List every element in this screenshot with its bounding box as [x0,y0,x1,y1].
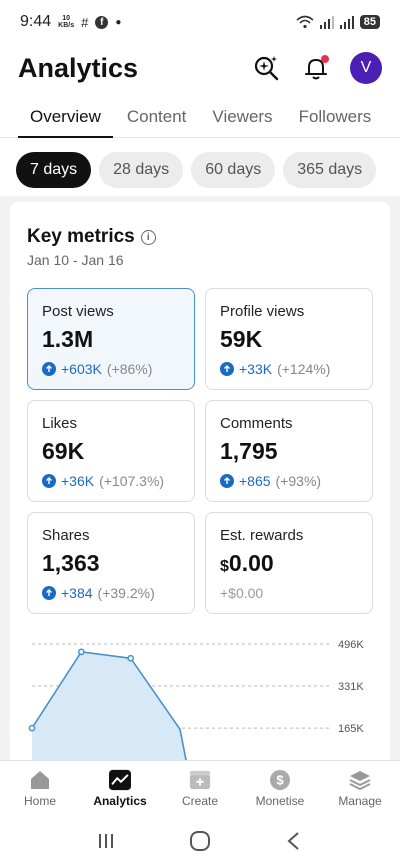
hash-icon: # [81,14,89,30]
metric-change-pct: (+39.2%) [97,585,155,601]
wifi-icon [296,15,314,29]
battery-indicator: 85 [359,15,380,29]
chip-60-days[interactable]: 60 days [191,152,276,188]
chart-point[interactable] [127,654,135,662]
chip-28-days[interactable]: 28 days [99,152,184,188]
notifications-button[interactable] [300,52,332,84]
metric-value: 1,795 [220,438,278,464]
metric-est-rewards[interactable]: Est. rewards $0.00 +$0.00 [205,512,373,614]
key-metrics-title: Key metrics [27,226,135,247]
chart-y-tick-label: 496K [338,639,364,651]
bottom-navigation: Home Analytics Create $ Monetise Manage [0,760,400,816]
metric-change: +$0.00 [220,585,264,601]
metric-likes[interactable]: Likes 69K +36K (+107.3%) [27,400,195,502]
app-header: Analytics V [0,44,400,92]
metric-label: Est. rewards [220,527,304,544]
analytics-icon [109,769,131,791]
chart-area [32,651,187,760]
search-insights-button[interactable] [250,52,282,84]
info-icon[interactable]: i [140,229,156,245]
nav-analytics[interactable]: Analytics [80,761,160,816]
arrow-up-icon [42,362,56,376]
home-icon [29,769,51,791]
recent-apps-icon[interactable] [96,831,116,851]
tab-overview[interactable]: Overview [18,96,113,138]
tab-followers[interactable]: Followers [298,106,372,126]
metric-value: 69K [42,438,85,464]
arrow-up-icon [42,474,56,488]
nav-manage[interactable]: Manage [320,761,400,816]
chart-y-tick-label: 331K [338,681,364,693]
tab-content[interactable]: Content [126,106,187,126]
metric-label: Profile views [220,303,305,320]
nav-label: Manage [338,794,382,808]
chart-point[interactable] [77,648,85,656]
analytics-tabs: Overview Content Viewers Followers [0,96,400,138]
status-time: 9:44 [20,13,52,30]
svg-text:$: $ [276,773,284,788]
metric-change-pct: (+124%) [277,361,331,377]
chip-365-days[interactable]: 365 days [283,152,377,188]
chip-7-days[interactable]: 7 days [16,152,92,188]
bell-icon [305,59,327,80]
back-icon[interactable] [284,831,304,851]
date-range-label: Jan 10 - Jan 16 [27,252,124,268]
nav-home[interactable]: Home [0,761,80,816]
layers-icon [349,769,371,791]
notification-dot [321,55,329,63]
metric-label: Likes [42,415,78,432]
metric-profile-views[interactable]: Profile views 59K +33K (+124%) [205,288,373,390]
create-icon [189,769,211,791]
dot-icon: ● [115,16,122,28]
metric-change: +36K [61,473,95,489]
search-sparkle-icon [254,56,279,81]
metric-change-pct: (+93%) [275,473,322,489]
dollar-icon: $ [269,769,291,791]
key-metrics-heading: Key metrics i [27,226,156,248]
avatar[interactable]: V [350,52,382,84]
tab-viewers[interactable]: Viewers [212,106,273,126]
nav-create[interactable]: Create [160,761,240,816]
metric-change: +384 [61,585,93,601]
nav-monetise[interactable]: $ Monetise [240,761,320,816]
metric-change-pct: (+107.3%) [99,473,165,489]
metric-label: Comments [220,415,293,432]
chart-y-tick-label: 165K [338,723,364,735]
nav-label: Home [23,794,56,808]
arrow-up-icon [220,474,234,488]
post-views-chart: 496K 331K 165K [28,639,364,760]
signal-icon-2 [339,15,354,29]
metric-value: 1.3M [42,326,94,352]
metric-value: 1,363 [42,550,100,576]
status-bar: 9:44 10 KB/s # f ● 85 [0,0,400,44]
net-speed: 10 KB/s [58,15,75,29]
nav-label: Analytics [93,794,147,808]
page-title: Analytics [18,52,139,83]
metric-shares[interactable]: Shares 1,363 +384 (+39.2%) [27,512,195,614]
arrow-up-icon [220,362,234,376]
nav-label: Create [181,794,219,808]
signal-icon [319,15,334,29]
system-navigation [0,816,400,866]
metric-value: $0.00 [220,550,274,576]
chart-point[interactable] [28,724,36,732]
metric-comments[interactable]: Comments 1,795 +865 (+93%) [205,400,373,502]
metric-change: +33K [239,361,273,377]
metric-label: Post views [42,303,114,320]
date-range-chips: 7 days 28 days 60 days 365 days [16,152,377,188]
arrow-up-icon [42,586,56,600]
metric-value: 59K [220,326,263,352]
metric-post-views[interactable]: Post views 1.3M +603K (+86%) [27,288,195,390]
nav-label: Monetise [255,794,305,808]
metric-change: +865 [239,473,271,489]
metric-label: Shares [42,527,90,544]
metric-change-pct: (+86%) [106,361,153,377]
facebook-icon: f [95,15,109,29]
home-button-icon[interactable] [189,830,211,852]
metric-change: +603K [61,361,102,377]
